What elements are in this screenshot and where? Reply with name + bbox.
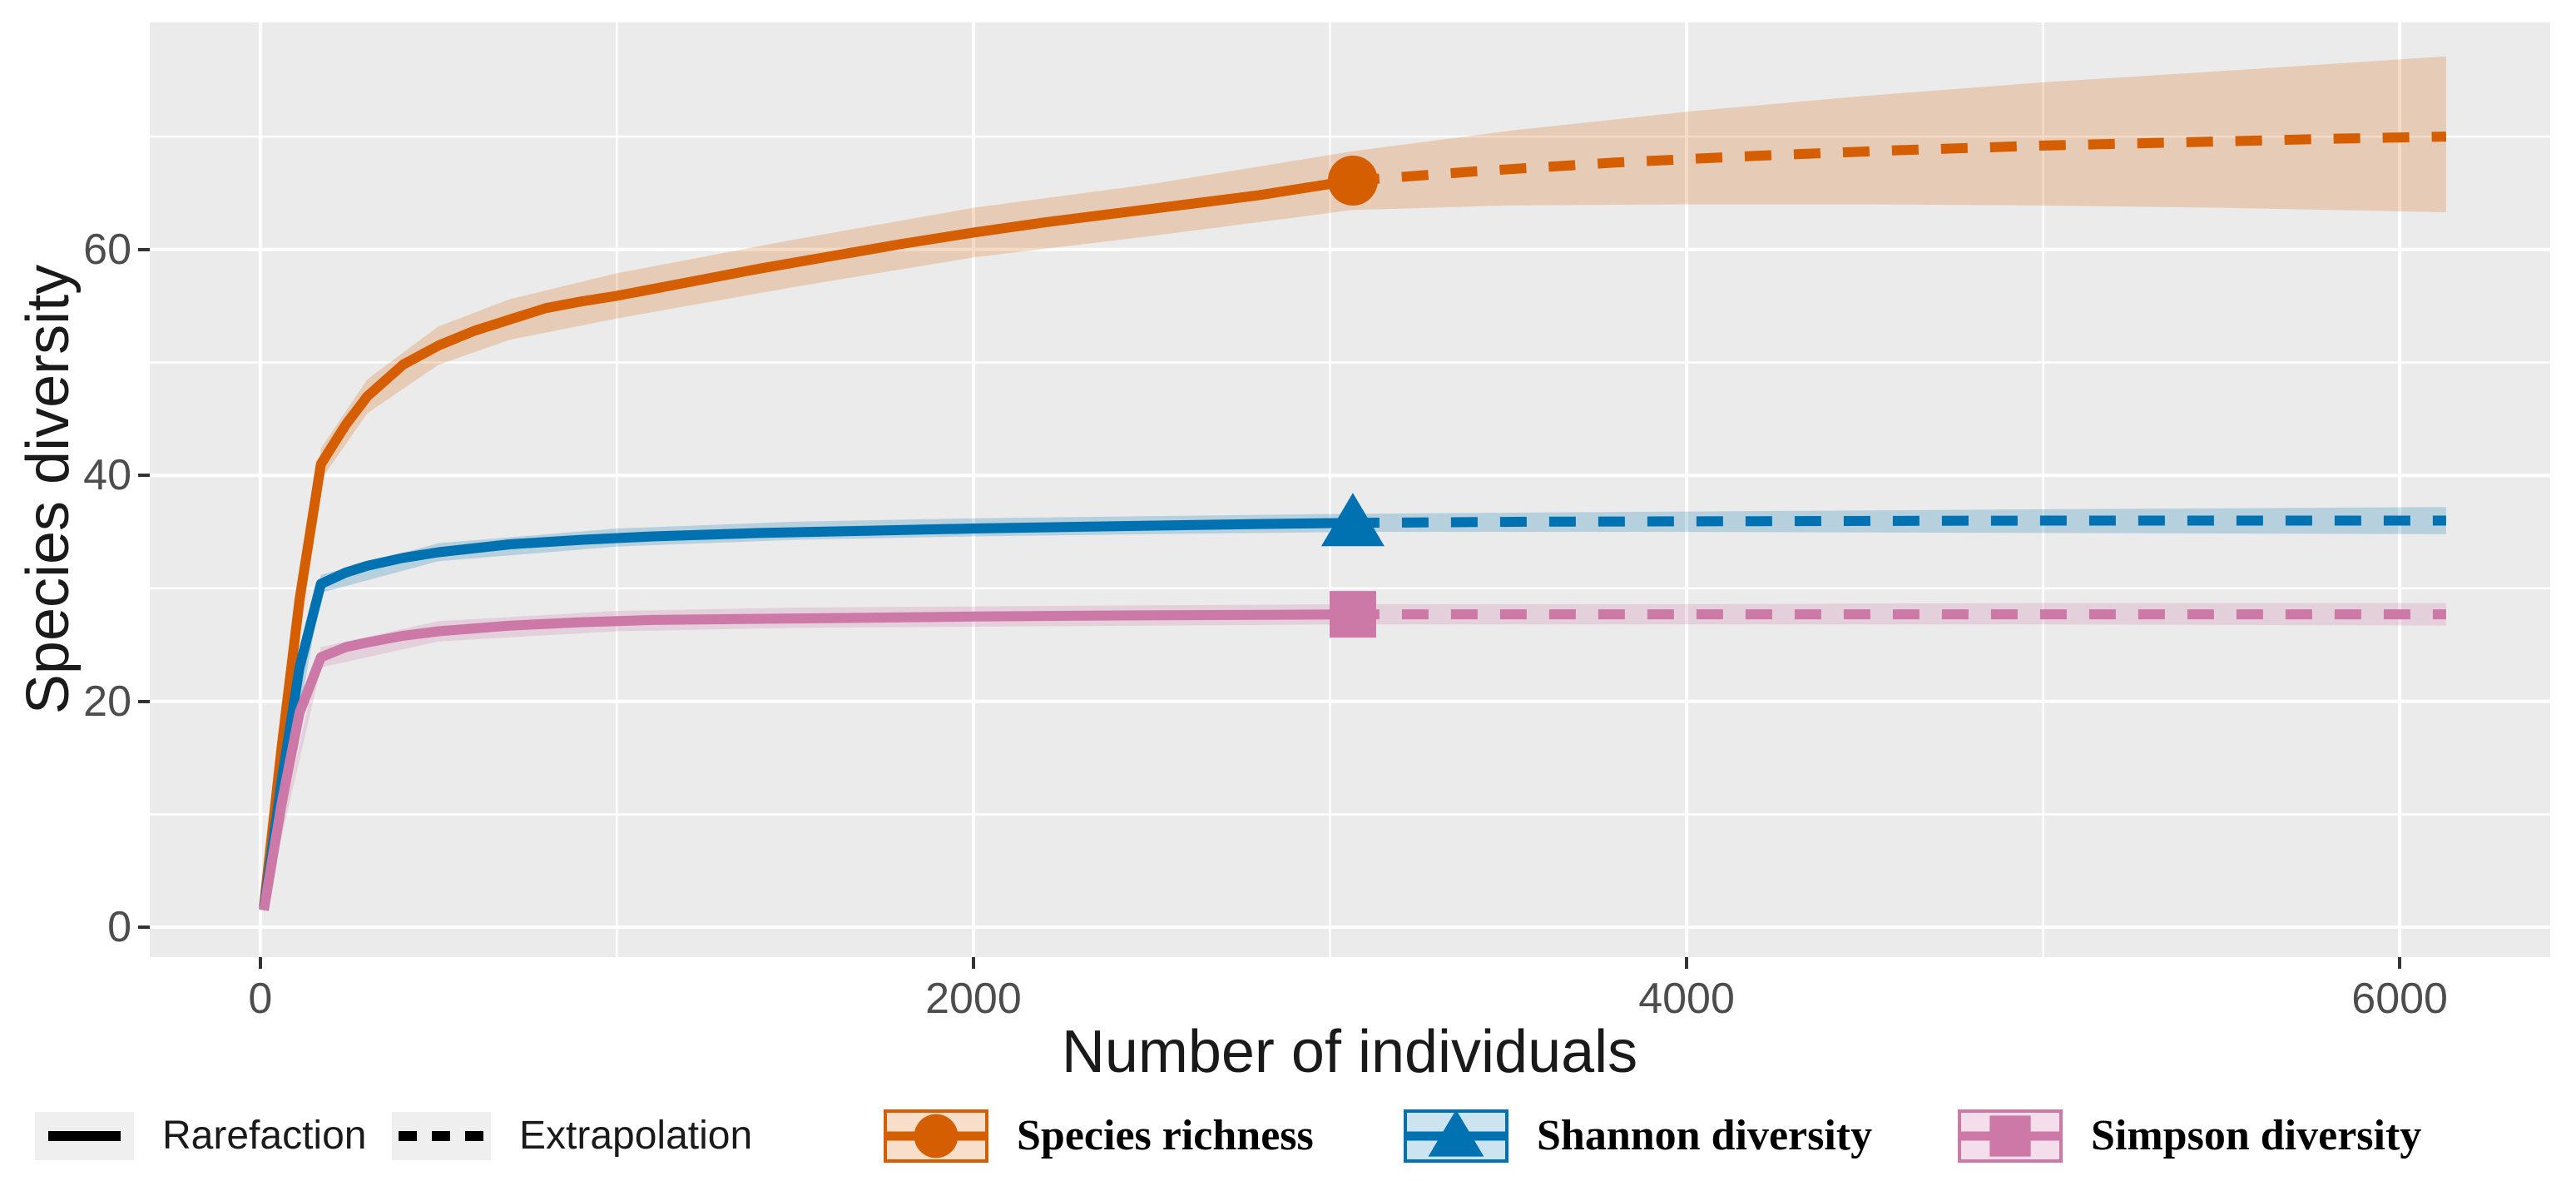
confidence-ribbon <box>264 603 2446 914</box>
extrapolation-line <box>1352 515 2446 528</box>
x-tick-mark <box>1685 957 1689 969</box>
rarefaction-line <box>259 176 1354 908</box>
x-tick-label: 4000 <box>1638 975 1735 1023</box>
y-tick-label: 20 <box>83 677 131 726</box>
panel-content <box>150 22 2550 957</box>
legend-label-shannon-diversity: Shannon diversity <box>1537 1112 1873 1159</box>
y-tick-mark <box>138 925 150 930</box>
extrapolation-line <box>1352 131 2447 186</box>
y-tick-label: 60 <box>83 225 131 274</box>
legend-label-simpson-diversity: Simpson diversity <box>2091 1112 2422 1159</box>
observed-point-circle <box>1327 155 1378 206</box>
y-tick-mark <box>138 699 150 703</box>
rarefaction-line <box>259 518 1353 911</box>
y-tick-mark <box>138 474 150 478</box>
rarefaction-line <box>259 609 1353 911</box>
observed-point-square <box>1329 591 1376 638</box>
x-axis-title: Number of individuals <box>1061 1019 1638 1085</box>
rarefaction-solid-line-icon <box>35 1112 134 1160</box>
legend-item-rarefaction: Rarefaction <box>35 1103 366 1169</box>
legend-item-extrapolation: Extrapolation <box>392 1103 752 1169</box>
observed-point-square <box>1989 1115 2031 1157</box>
legend-label-species-richness: Species richness <box>1017 1112 1314 1159</box>
extrapolation-dashed-line-icon <box>392 1112 491 1160</box>
simpson-diversity-square-icon <box>1958 1109 2063 1163</box>
legend-key-glyph <box>1407 1113 1505 1157</box>
x-tick-mark <box>2398 957 2402 969</box>
y-axis-title: Species diversity <box>15 264 82 715</box>
confidence-ribbon <box>264 56 2446 911</box>
observed-point-triangle <box>1320 493 1385 547</box>
observed-point-triangle <box>1428 1113 1484 1157</box>
legend-item-species-richness: Species richness <box>884 1103 1314 1169</box>
x-tick-mark <box>971 957 975 969</box>
x-tick-mark <box>258 957 262 969</box>
legend-label-extrapolation: Extrapolation <box>519 1114 753 1158</box>
observed-point-circle <box>914 1114 959 1159</box>
y-tick-label: 40 <box>83 451 131 500</box>
legend-key-glyph <box>399 1131 485 1141</box>
legend-key-glyph <box>48 1131 121 1141</box>
legend-item-shannon-diversity: Shannon diversity <box>1404 1103 1872 1169</box>
shannon-diversity-triangle-icon <box>1404 1109 1508 1163</box>
y-tick-mark <box>138 247 150 251</box>
x-tick-label: 0 <box>248 975 273 1023</box>
species-richness-circle-icon <box>884 1109 988 1163</box>
legend-item-simpson-diversity: Simpson diversity <box>1958 1103 2421 1169</box>
legend-key-glyph <box>1961 1115 2059 1157</box>
x-tick-label: 2000 <box>925 975 1022 1023</box>
x-tick-label: 6000 <box>2351 975 2448 1023</box>
legend-key-glyph <box>887 1114 985 1159</box>
y-tick-label: 0 <box>107 903 131 952</box>
legend-label-rarefaction: Rarefaction <box>162 1114 367 1158</box>
